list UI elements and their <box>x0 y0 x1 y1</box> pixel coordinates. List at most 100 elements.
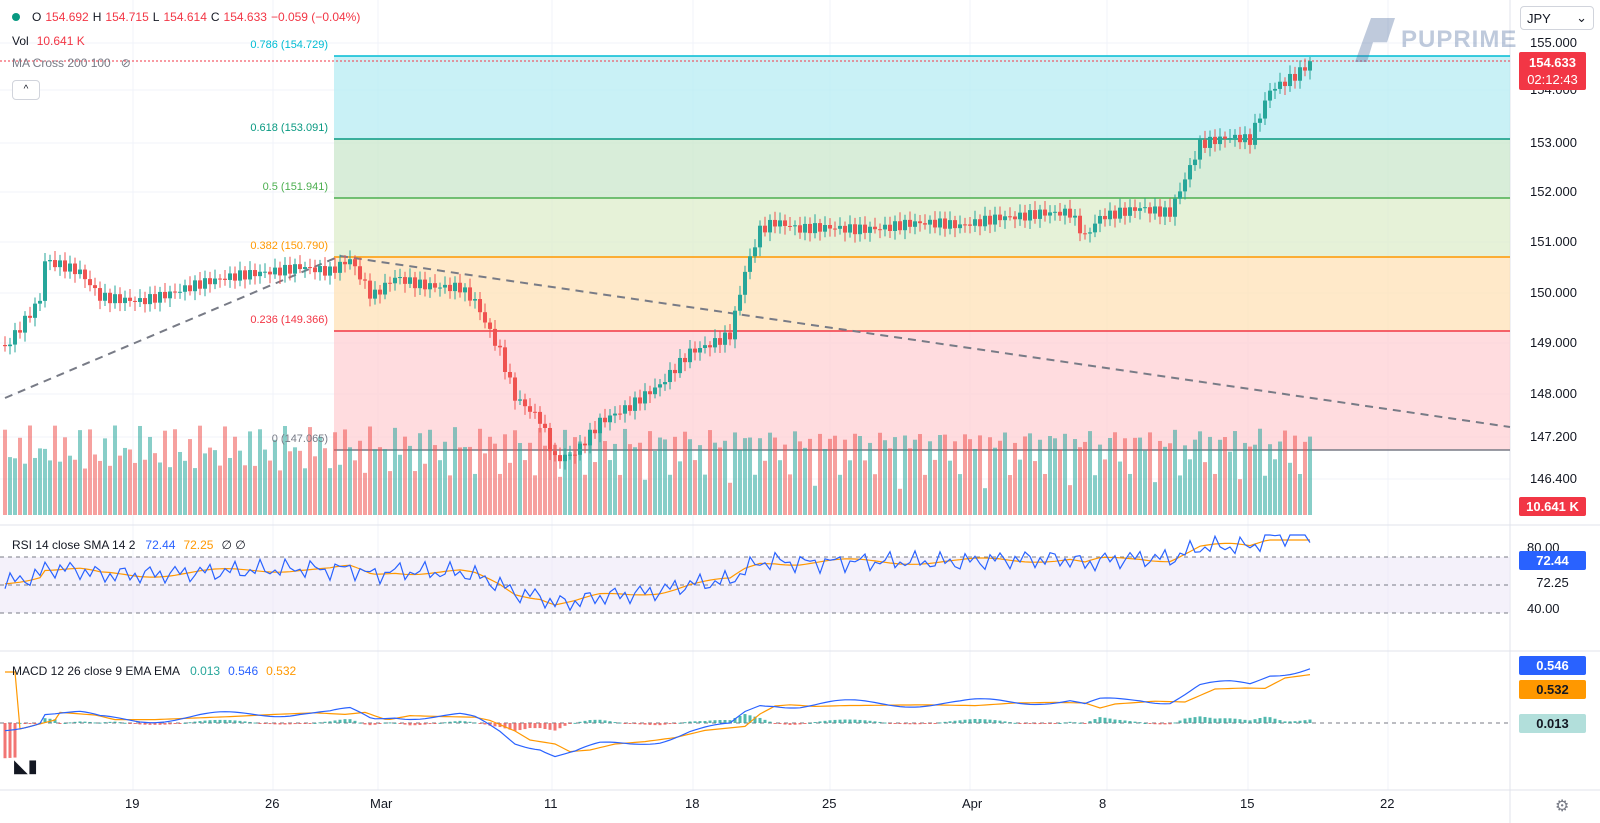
volume-bar <box>493 443 497 515</box>
candle-body <box>253 270 257 277</box>
candle-body <box>653 387 657 395</box>
price-axis-label: 151.000 <box>1530 234 1577 249</box>
volume-bar <box>1233 431 1237 515</box>
volume-bar <box>513 430 517 515</box>
volume-bar <box>888 448 892 515</box>
time-axis-label: 25 <box>822 796 837 811</box>
macd-hist-bar <box>13 723 17 758</box>
macd-hist-bar <box>503 723 507 729</box>
candle-body <box>318 266 322 273</box>
fib-level-label: 0.382 (150.790) <box>250 240 328 252</box>
macd-legend[interactable]: MACD 12 26 close 9 EMA EMA 0.013 0.546 0… <box>12 664 296 678</box>
candle-body <box>583 443 587 446</box>
rsi-legend[interactable]: RSI 14 close SMA 14 2 72.44 72.25 ∅ ∅ <box>12 538 246 552</box>
volume-bar <box>158 462 162 515</box>
candle-body <box>1038 209 1042 219</box>
macd-hist-bar <box>1298 720 1302 723</box>
macd-hist-bar <box>568 723 572 724</box>
candle-body <box>1258 118 1262 123</box>
macd-hist-bar <box>1203 717 1207 723</box>
macd-hist-bar <box>1213 718 1217 723</box>
macd-hist-bar <box>1173 722 1177 724</box>
volume-bar <box>243 465 247 515</box>
volume-bar <box>28 425 32 515</box>
candle-body <box>1168 207 1172 217</box>
volume-bar <box>1113 432 1117 515</box>
candle-body <box>808 223 812 234</box>
macd-hist-bar <box>1278 720 1282 723</box>
candle-body <box>188 285 192 292</box>
volume-bar <box>393 427 397 515</box>
macd-hist-bar <box>903 723 907 725</box>
macd-hist-bar <box>1248 720 1252 723</box>
candle-body <box>163 291 167 299</box>
candle-body <box>1043 209 1047 216</box>
tradingview-logo[interactable]: ◣▮ <box>14 756 38 776</box>
eye-off-icon[interactable]: ⊘ <box>120 56 131 70</box>
volume-bar <box>648 431 652 515</box>
macd-hist-bar <box>1078 722 1082 724</box>
volume-bar <box>263 449 267 515</box>
volume-legend[interactable]: Vol 10.641 K <box>12 34 85 48</box>
candle-body <box>1108 210 1112 220</box>
macd-hist-bar <box>1253 719 1257 723</box>
candle-body <box>178 291 182 293</box>
candle-body <box>988 215 992 225</box>
macd-hist-bar <box>108 721 112 723</box>
macd-hist-bar <box>648 723 652 725</box>
candle-body <box>1238 134 1242 143</box>
volume-bar <box>1208 436 1212 515</box>
collapse-legend-button[interactable]: ^ <box>12 80 40 100</box>
macd-hist-bar <box>158 723 162 725</box>
ma-legend[interactable]: MA Cross 200 100 ⊘ <box>12 56 131 70</box>
volume-bar <box>1198 431 1202 515</box>
candle-body <box>1233 134 1237 139</box>
rsi-axis-40: 40.00 <box>1527 601 1560 616</box>
macd-hist-bar <box>528 723 532 729</box>
candle-body <box>328 266 332 276</box>
candle-body <box>213 278 217 285</box>
volume-bar <box>18 437 22 515</box>
candle-body <box>498 345 502 348</box>
volume-bar <box>63 437 67 515</box>
fib-zone <box>334 198 1510 257</box>
candle-body <box>933 219 937 228</box>
candle-body <box>133 300 137 302</box>
volume-bar <box>213 450 217 515</box>
currency-selector[interactable]: JPY ⌄ <box>1520 6 1594 30</box>
puprime-logo <box>1355 18 1395 62</box>
macd-hist-bar <box>973 718 977 723</box>
volume-bar <box>508 462 512 515</box>
macd-hist-bar <box>738 715 742 723</box>
macd-hist-bar <box>933 723 937 724</box>
volume-bar <box>973 448 977 515</box>
volume-bar <box>83 468 87 515</box>
macd-hist-bar <box>658 723 662 726</box>
macd-hist-bar <box>668 723 672 725</box>
candle-body <box>1213 136 1217 145</box>
macd-hist-bar <box>303 723 307 724</box>
volume-bar <box>1098 444 1102 515</box>
gear-icon[interactable]: ⚙ <box>1555 798 1570 815</box>
candle-body <box>438 287 442 289</box>
volume-bar <box>283 426 287 515</box>
macd-hist-bar <box>193 721 197 723</box>
macd-hist-bar <box>698 721 702 723</box>
macd-hist-bar <box>403 723 407 725</box>
volume-bar <box>1143 450 1147 515</box>
candle-body <box>813 223 817 234</box>
volume-bar <box>303 468 307 515</box>
macd-hist-bar <box>633 723 637 725</box>
macd-hist-bar <box>603 720 607 723</box>
macd-hist-bar <box>238 720 242 723</box>
macd-hist-bar <box>378 723 382 724</box>
volume-bar <box>963 434 967 515</box>
macd-hist-bar <box>1053 723 1057 724</box>
candle-body <box>48 260 52 262</box>
volume-bar <box>813 485 817 515</box>
candle-body <box>418 279 422 289</box>
volume-bar <box>808 438 812 515</box>
volume-bar <box>778 460 782 515</box>
volume-bar <box>383 449 387 515</box>
